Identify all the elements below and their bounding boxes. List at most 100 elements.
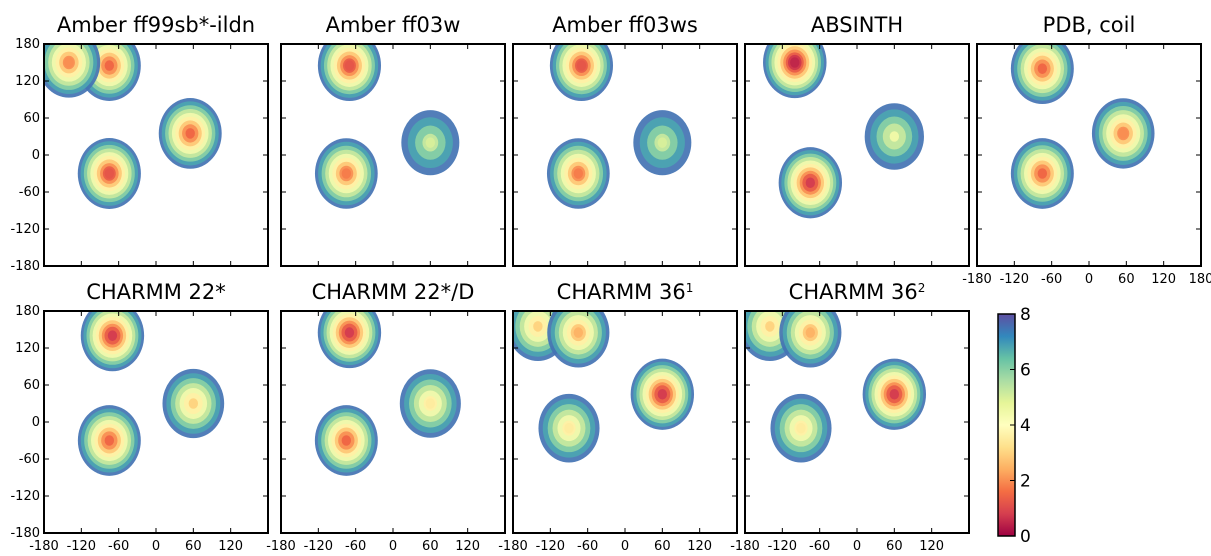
tick-marks xyxy=(977,44,1201,266)
plot-area xyxy=(977,44,1201,266)
peak xyxy=(779,311,842,368)
colorbar-tick-label: 2 xyxy=(1020,472,1031,492)
peak xyxy=(162,368,225,439)
peak xyxy=(1010,138,1074,209)
peak-center xyxy=(889,131,900,142)
x-tick-label: -120 xyxy=(304,539,334,554)
panel-title: Amber ff03ws xyxy=(552,13,698,37)
peak xyxy=(864,103,924,170)
x-tick-label: 60 xyxy=(886,539,903,554)
peak xyxy=(44,44,101,98)
panel-title: CHARMM 22* xyxy=(86,280,226,304)
peak xyxy=(546,138,610,209)
density-peaks xyxy=(77,311,225,476)
peak xyxy=(630,358,695,430)
density-peaks xyxy=(314,311,461,476)
panel-amber-ff03ws: Amber ff03ws xyxy=(512,13,738,267)
peak-center xyxy=(573,168,584,179)
x-tick-label: -180 xyxy=(29,539,59,554)
peak xyxy=(633,110,692,176)
peak xyxy=(80,311,145,372)
peak xyxy=(538,393,600,463)
x-tick-label: 120 xyxy=(218,539,243,554)
peak xyxy=(314,405,378,476)
peak-center xyxy=(185,128,195,139)
colorbar-tick-label: 4 xyxy=(1020,416,1031,436)
tick-marks xyxy=(281,311,505,533)
peak xyxy=(314,138,378,209)
y-tick-label: 180 xyxy=(15,304,40,319)
x-tick-label: 0 xyxy=(853,539,861,554)
panel-amber-ff99sb-ildn: Amber ff99sb*-ildn 180 120 60 0 -60 -120 -180 xyxy=(10,13,269,274)
peak xyxy=(549,44,614,102)
x-tick-label: -180 xyxy=(730,539,760,554)
x-tick-label: 180 xyxy=(1189,272,1211,287)
peak-center xyxy=(425,398,436,409)
peak xyxy=(1010,44,1074,105)
y-tick-label: 120 xyxy=(15,341,40,356)
peak xyxy=(317,311,382,369)
x-tick-label: -180 xyxy=(962,272,992,287)
panel-absinth: ABSINTH xyxy=(744,13,970,267)
panel-title: CHARMM 22*/D xyxy=(312,280,475,304)
x-tick-label: 0 xyxy=(152,539,160,554)
panel-title: CHARMM 361 xyxy=(557,280,694,304)
y-tick-label: 0 xyxy=(32,148,40,163)
y-tick-label: 180 xyxy=(15,37,40,52)
x-tick-label: -120 xyxy=(67,539,97,554)
tick-marks xyxy=(44,44,268,266)
panel-title: CHARMM 362 xyxy=(789,280,926,304)
tick-marks xyxy=(513,311,737,533)
y-tick-label: -120 xyxy=(10,222,40,237)
peak-center xyxy=(889,388,900,400)
peak-center xyxy=(344,60,355,71)
density-peaks xyxy=(745,311,927,463)
peak-center xyxy=(765,321,775,332)
x-tick-label: -60 xyxy=(1041,272,1062,287)
x-tick-label: 0 xyxy=(1085,272,1093,287)
peak-center xyxy=(790,57,800,68)
panel-pdb-coil: PDB, coil -180 -120 -60 0 60 120 180 xyxy=(962,13,1211,287)
y-tick-label: -60 xyxy=(19,185,40,200)
peak-center xyxy=(657,388,668,400)
panel-title: Amber ff99sb*-ildn xyxy=(57,13,255,37)
peak xyxy=(401,110,460,176)
tick-marks xyxy=(745,44,969,266)
y-tick-label: 60 xyxy=(23,111,40,126)
x-tick-label: -60 xyxy=(577,539,598,554)
x-tick-label: 0 xyxy=(621,539,629,554)
peak xyxy=(317,44,382,102)
peak xyxy=(399,369,461,438)
peak-center xyxy=(1118,128,1128,139)
x-tick-label: -120 xyxy=(768,539,798,554)
peak-center xyxy=(1037,168,1048,179)
colorbar-tick-label: 0 xyxy=(1020,527,1031,547)
peak-center xyxy=(104,435,115,446)
panel-title: Amber ff03w xyxy=(326,13,461,37)
panel-charmm-22-d: CHARMM 22*/D -180 -120 -60 0 60 120 xyxy=(266,280,506,554)
peak-center xyxy=(107,330,118,341)
x-tick-label: -180 xyxy=(498,539,528,554)
x-tick-label: 120 xyxy=(455,539,480,554)
colorbar: 0 2 4 6 8 xyxy=(997,305,1031,547)
peak-center xyxy=(341,435,352,446)
peak-center xyxy=(341,168,352,179)
colorbar-tick-label: 8 xyxy=(1020,305,1031,325)
y-tick-label: 60 xyxy=(23,378,40,393)
tick-marks xyxy=(44,311,268,533)
x-tick-label: 60 xyxy=(654,539,671,554)
y-tick-label: -180 xyxy=(10,259,40,274)
x-tick-label: -60 xyxy=(345,539,366,554)
peak-center xyxy=(104,168,115,179)
peak-center xyxy=(805,177,816,189)
plot-area xyxy=(44,311,268,533)
density-peaks xyxy=(546,44,692,209)
x-tick-label: 60 xyxy=(185,539,202,554)
peak-center xyxy=(1037,63,1048,74)
x-tick-label: -120 xyxy=(536,539,566,554)
peak-center xyxy=(564,422,574,434)
tick-marks xyxy=(513,44,737,266)
x-tick-label: -60 xyxy=(809,539,830,554)
density-peaks xyxy=(44,44,222,209)
plot-area xyxy=(513,44,737,266)
